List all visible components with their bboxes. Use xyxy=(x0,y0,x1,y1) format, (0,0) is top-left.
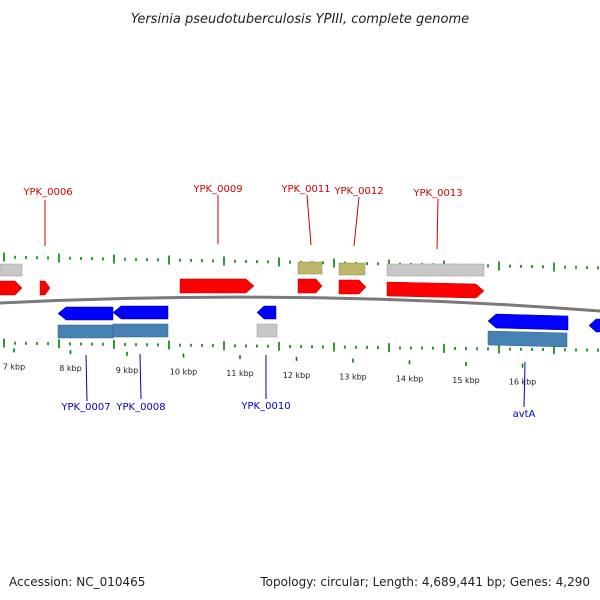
gene-label[interactable]: YPK_0006 xyxy=(22,187,72,198)
cds-arrow[interactable] xyxy=(386,281,485,299)
forward-gene-label-text: YPK_0006 YPK_0009 YPK_0011 YPK_0012 YPK_… xyxy=(22,184,462,199)
label-leader xyxy=(85,354,88,402)
cds-arrow[interactable] xyxy=(297,278,323,294)
label-leader xyxy=(353,196,360,247)
gene-label[interactable]: YPK_0007 xyxy=(60,402,110,413)
gene-label[interactable]: YPK_0011 xyxy=(280,184,330,195)
accession-text: Accession: NC_010465 xyxy=(9,575,145,589)
reverse-gene-track xyxy=(57,323,568,348)
gene-block[interactable] xyxy=(112,323,169,338)
cds-arrow[interactable] xyxy=(179,278,255,294)
label-leader xyxy=(139,353,142,400)
genome-backbone xyxy=(0,295,600,313)
reverse-gene-labels xyxy=(85,353,526,408)
map-title: Yersinia pseudotuberculosis YPIII, compl… xyxy=(131,12,469,27)
reverse-tick-track xyxy=(3,338,599,355)
scale-label: 12 kbp xyxy=(283,371,311,380)
forward-gene-labels xyxy=(44,194,439,250)
label-leader xyxy=(306,194,312,246)
gene-label[interactable]: YPK_0008 xyxy=(115,402,165,413)
gene-block[interactable] xyxy=(57,324,114,339)
gene-block[interactable] xyxy=(256,323,278,338)
gene-label[interactable]: YPK_0009 xyxy=(192,184,242,195)
gene-label[interactable]: avtA xyxy=(513,409,536,420)
scale-label: 15 kbp xyxy=(452,376,480,385)
label-leader xyxy=(523,361,526,408)
gene-label[interactable]: YPK_0010 xyxy=(240,401,290,412)
cds-arrow[interactable] xyxy=(39,280,51,296)
cds-arrow[interactable] xyxy=(57,306,114,321)
scale-label: 10 kbp xyxy=(170,368,198,377)
label-leader xyxy=(436,198,439,250)
gene-block[interactable] xyxy=(487,330,568,348)
reverse-cds-track xyxy=(57,305,600,333)
cds-arrow[interactable] xyxy=(487,313,569,331)
reverse-gene-label-text: YPK_0007 YPK_0008 YPK_0010 avtA xyxy=(60,401,535,420)
scale-label: 14 kbp xyxy=(396,374,424,383)
cds-arrow[interactable] xyxy=(588,318,600,333)
scale-label: 8 kbp xyxy=(59,364,81,373)
forward-cds-track xyxy=(0,278,485,299)
rna-block[interactable] xyxy=(338,262,366,276)
cds-arrow[interactable] xyxy=(112,305,169,320)
forward-gene-track xyxy=(0,261,485,277)
rna-block[interactable] xyxy=(297,261,323,275)
cds-arrow[interactable] xyxy=(338,279,367,295)
scale-label: 11 kbp xyxy=(226,369,254,378)
scale-label: 13 kbp xyxy=(339,373,367,382)
scale-label: 7 kbp xyxy=(3,362,25,371)
cds-arrow[interactable] xyxy=(0,280,23,296)
gene-block[interactable] xyxy=(386,263,485,277)
gene-block[interactable] xyxy=(0,263,23,277)
cds-arrow[interactable] xyxy=(256,305,277,320)
gene-label[interactable]: YPK_0012 xyxy=(333,186,383,197)
scale-label: 9 kbp xyxy=(116,366,138,375)
coordinate-scale: 7 kbp 8 kbp 9 kbp 10 kbp 11 kbp 12 kbp 13 kbp 1… xyxy=(3,348,537,387)
scale-label: 16 kbp xyxy=(509,378,537,387)
topology-summary: Topology: circular; Length: 4,689,441 bp… xyxy=(259,575,590,589)
gene-label[interactable]: YPK_0013 xyxy=(412,188,462,199)
